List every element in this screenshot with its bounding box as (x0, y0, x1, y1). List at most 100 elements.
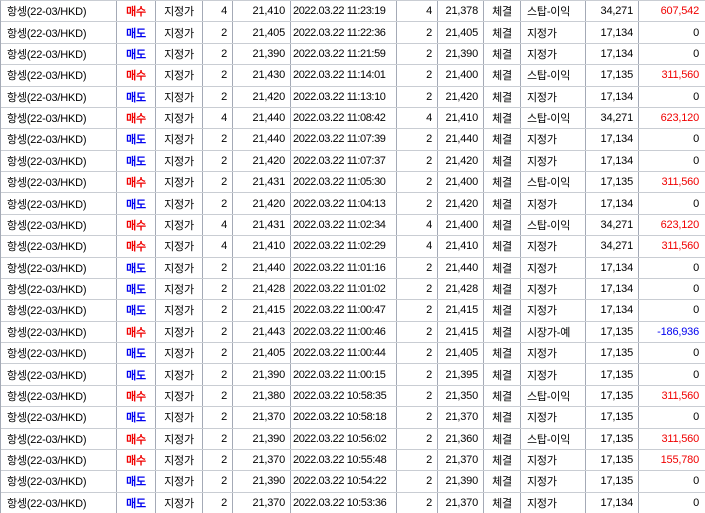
cell-fill_price: 21,390 (438, 471, 484, 492)
cell-order_qty: 2 (203, 471, 233, 492)
cell-amount: 17,134 (586, 43, 639, 65)
cell-order_type: 지정가 (156, 214, 203, 236)
cell-order_type: 지정가 (156, 428, 203, 449)
table-row[interactable]: 항셍(22-03/HKD) 매도 지정가 2 21,420 2022.03.22 11:0… (1, 193, 705, 215)
cell-datetime: 2022.03.22 11:00:44 (291, 343, 397, 364)
table-row[interactable]: 항셍(22-03/HKD) 매도 지정가 2 21,420 2022.03.22 11:0… (1, 150, 705, 172)
table-row[interactable]: 항셍(22-03/HKD) 매수 지정가 2 21,380 2022.03.22 10:5… (1, 385, 705, 408)
cell-side: 매수 (117, 449, 156, 471)
table-row[interactable]: 항셍(22-03/HKD) 매도 지정가 2 21,440 2022.03.22 11:0… (1, 257, 705, 279)
cell-order_price: 21,440 (233, 257, 291, 278)
cell-order_price: 21,443 (233, 321, 291, 342)
cell-order_qty: 2 (203, 193, 233, 214)
table-row[interactable]: 항셍(22-03/HKD) 매도 지정가 2 21,405 2022.03.22 11:2… (1, 22, 705, 44)
cell-fill_price: 21,440 (438, 129, 484, 150)
cell-amount: 17,135 (586, 321, 639, 342)
table-row[interactable]: 항셍(22-03/HKD) 매수 지정가 4 21,410 2022.03.22 11:0… (1, 236, 705, 258)
table-row[interactable]: 항셍(22-03/HKD) 매도 지정가 2 21,405 2022.03.22 11:0… (1, 343, 705, 365)
cell-amount: 17,135 (586, 449, 639, 471)
cell-fill_qty: 2 (397, 428, 438, 449)
table-row[interactable]: 항셍(22-03/HKD) 매도 지정가 2 21,390 2022.03.22 11:0… (1, 364, 705, 386)
cell-status: 체결 (484, 364, 521, 385)
cell-order_type: 지정가 (156, 364, 203, 385)
cell-pnl: 0 (693, 475, 699, 488)
table-row[interactable]: 항셍(22-03/HKD) 매도 지정가 2 21,390 2022.03.22 10:5… (1, 471, 705, 493)
cell-fill_qty: 2 (397, 343, 438, 364)
cell-datetime: 2022.03.22 11:02:34 (291, 214, 397, 236)
table-row[interactable]: 항셍(22-03/HKD) 매수 지정가 4 21,431 2022.03.22 11:0… (1, 214, 705, 237)
cell-amount: 17,135 (586, 407, 639, 428)
table-row[interactable]: 항셍(22-03/HKD) 매도 지정가 2 21,415 2022.03.22 11:0… (1, 300, 705, 322)
cell-order_price: 21,390 (233, 471, 291, 492)
cell-instrument: 항셍(22-03/HKD) (1, 257, 117, 278)
cell-side: 매수 (117, 172, 156, 193)
cell-order_price: 21,431 (233, 214, 291, 236)
cell-fill_price: 21,440 (438, 257, 484, 278)
cell-pnl: 0 (693, 347, 699, 360)
cell-order_price: 21,410 (233, 236, 291, 257)
cell-order_qty: 2 (203, 129, 233, 150)
table-row[interactable]: 항셍(22-03/HKD) 매도 지정가 2 21,390 2022.03.22 11:2… (1, 43, 705, 66)
cell-order_type: 지정가 (156, 172, 203, 193)
table-row[interactable]: 항셍(22-03/HKD) 매수 지정가 4 21,410 2022.03.22 11:2… (1, 1, 705, 23)
table-row[interactable]: 항셍(22-03/HKD) 매도 지정가 2 21,370 2022.03.22 10:5… (1, 407, 705, 429)
cell-order_qty: 2 (203, 492, 233, 513)
cell-datetime: 2022.03.22 11:13:10 (291, 86, 397, 107)
cell-fill_qty: 4 (397, 236, 438, 257)
cell-amount: 17,134 (586, 300, 639, 321)
cell-fill_qty: 2 (397, 65, 438, 86)
cell-datetime: 2022.03.22 11:23:19 (291, 1, 397, 22)
cell-order_type: 지정가 (156, 86, 203, 107)
cell-status: 체결 (484, 257, 521, 278)
cell-order_qty: 2 (203, 449, 233, 471)
cell-datetime: 2022.03.22 11:08:42 (291, 107, 397, 129)
table-row[interactable]: 항셍(22-03/HKD) 매수 지정가 2 21,430 2022.03.22 11:1… (1, 65, 705, 87)
cell-order_type: 지정가 (156, 129, 203, 150)
cell-amount: 17,134 (586, 257, 639, 278)
cell-instrument: 항셍(22-03/HKD) (1, 150, 117, 171)
cell-order_price: 21,440 (233, 107, 291, 129)
cell-pnl: 311,560 (661, 389, 699, 402)
cell-status: 체결 (484, 107, 521, 129)
table-row[interactable]: 항셍(22-03/HKD) 매도 지정가 2 21,428 2022.03.22 11:0… (1, 278, 705, 301)
cell-amount: 17,134 (586, 129, 639, 150)
cell-instrument: 항셍(22-03/HKD) (1, 278, 117, 300)
table-row[interactable]: 항셍(22-03/HKD) 매수 지정가 2 21,370 2022.03.22 10:5… (1, 449, 705, 472)
cell-fill_qty: 2 (397, 407, 438, 428)
cell-order_qty: 2 (203, 257, 233, 278)
table-row[interactable]: 항셍(22-03/HKD) 매수 지정가 2 21,443 2022.03.22 11:0… (1, 321, 705, 343)
cell-order_price: 21,390 (233, 428, 291, 449)
cell-datetime: 2022.03.22 11:14:01 (291, 65, 397, 86)
table-row[interactable]: 항셍(22-03/HKD) 매도 지정가 2 21,420 2022.03.22 11:1… (1, 86, 705, 108)
cell-datetime: 2022.03.22 11:21:59 (291, 43, 397, 65)
cell-pnl: 0 (693, 197, 699, 210)
cell-status: 체결 (484, 236, 521, 257)
cell-side: 매도 (117, 300, 156, 321)
cell-status: 체결 (484, 193, 521, 214)
cell-order_type: 지정가 (156, 43, 203, 65)
table-row[interactable]: 항셍(22-03/HKD) 매수 지정가 2 21,390 2022.03.22 10:5… (1, 428, 705, 450)
cell-fill_price: 21,400 (438, 65, 484, 86)
cell-order_price: 21,420 (233, 150, 291, 171)
cell-datetime: 2022.03.22 10:55:48 (291, 449, 397, 471)
cell-instrument: 항셍(22-03/HKD) (1, 43, 117, 65)
cell-exec_type: 지정가 (521, 364, 586, 385)
cell-side: 매도 (117, 278, 156, 300)
cell-order_price: 21,405 (233, 343, 291, 364)
cell-exec_type: 시장가-예 (521, 321, 586, 342)
cell-datetime: 2022.03.22 11:22:36 (291, 22, 397, 43)
table-row[interactable]: 항셍(22-03/HKD) 매수 지정가 4 21,440 2022.03.22 11:0… (1, 107, 705, 130)
cell-amount: 17,134 (586, 22, 639, 43)
cell-fill_price: 21,400 (438, 172, 484, 193)
table-row[interactable]: 항셍(22-03/HKD) 매도 지정가 2 21,370 2022.03.22 10:5… (1, 492, 705, 513)
cell-instrument: 항셍(22-03/HKD) (1, 65, 117, 86)
cell-fill_qty: 2 (397, 300, 438, 321)
table-row[interactable]: 항셍(22-03/HKD) 매도 지정가 2 21,440 2022.03.22 11:0… (1, 129, 705, 151)
table-row[interactable]: 항셍(22-03/HKD) 매수 지정가 2 21,431 2022.03.22 11:0… (1, 172, 705, 194)
cell-status: 체결 (484, 492, 521, 513)
cell-datetime: 2022.03.22 10:56:02 (291, 428, 397, 449)
cell-exec_type: 스탑-이익 (521, 107, 586, 129)
cell-pnl: 0 (693, 411, 699, 424)
cell-status: 체결 (484, 129, 521, 150)
cell-datetime: 2022.03.22 10:53:36 (291, 492, 397, 513)
